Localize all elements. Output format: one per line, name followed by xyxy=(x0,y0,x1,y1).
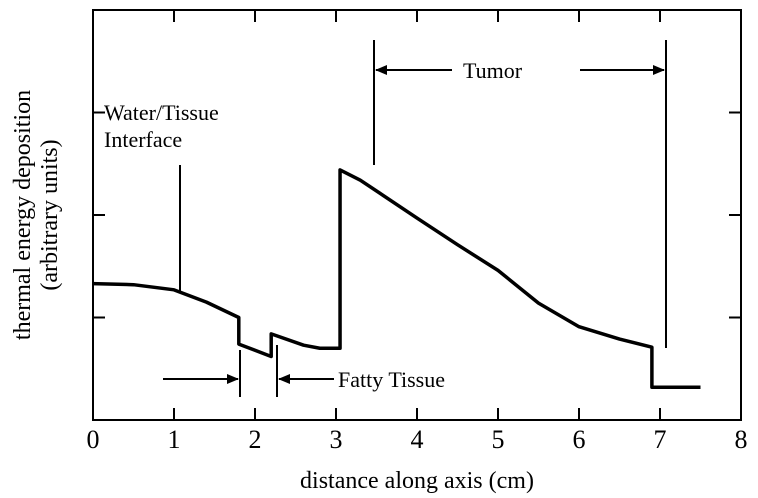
x-tick-label: 1 xyxy=(168,425,181,454)
x-tick-label: 8 xyxy=(735,425,748,454)
x-tick-label: 7 xyxy=(654,425,667,454)
x-tick-label: 2 xyxy=(249,425,262,454)
x-axis-label: distance along axis (cm) xyxy=(300,468,534,494)
annotation: Tumor xyxy=(463,58,523,83)
annotation: Interface xyxy=(104,127,182,152)
x-tick-label: 4 xyxy=(411,425,424,454)
plot-frame xyxy=(92,9,742,421)
y-axis-label: (arbitrary units) xyxy=(37,139,63,290)
y-axis-label: thermal energy deposition xyxy=(10,90,36,340)
data-line xyxy=(92,168,701,389)
annotation: Fatty Tissue xyxy=(338,367,445,392)
x-tick-label: 6 xyxy=(573,425,586,454)
x-tick-label: 5 xyxy=(492,425,505,454)
annotation: Water/Tissue xyxy=(104,100,219,125)
x-tick-label: 3 xyxy=(330,425,343,454)
x-tick-label: 0 xyxy=(87,425,100,454)
